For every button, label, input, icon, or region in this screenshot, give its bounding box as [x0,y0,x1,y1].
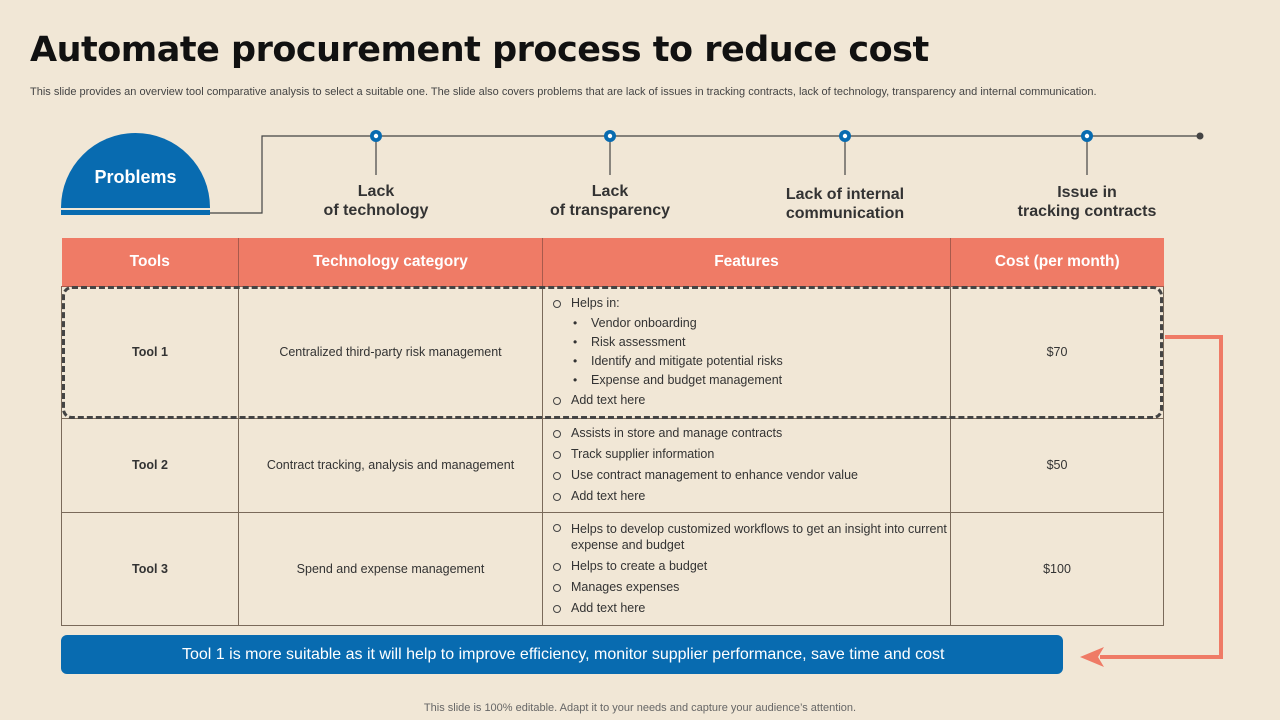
slide-subtitle: This slide provides an overview tool com… [30,86,1097,98]
timeline-marker [1081,130,1093,142]
sub-feature-item: Risk assessment [573,333,950,352]
tool-category: Centralized third-party risk management [238,285,543,419]
feature-item: Add text here [553,486,950,507]
feature-item: Manages expenses [553,577,950,598]
sub-feature-item: Vendor onboarding [573,314,950,333]
tool-cost: $100 [950,511,1164,626]
conclusion-text: Tool 1 is more suitable as it will help … [182,645,945,663]
tool-name: Tool 2 [61,417,239,513]
sub-feature-item: Expense and budget management [573,371,950,390]
tool-category: Contract tracking, analysis and manageme… [238,417,543,513]
timeline-marker [604,130,616,142]
tool-features: Helps to develop customized workflows to… [542,511,951,626]
header-technology-category: Technology category [238,238,543,287]
feature-item: Assists in store and manage contracts [553,423,950,444]
problem-transparency: Lack of transparency [549,183,671,219]
conclusion-banner: Tool 1 is more suitable as it will help … [61,635,1063,674]
timeline-connector [210,135,1200,214]
feature-item: Track supplier information [553,444,950,465]
feature-item: Add text here [553,390,950,411]
feature-item: Helps to develop customized workflows to… [553,519,950,556]
timeline-marker [370,130,382,142]
tools-comparison-table: Tools Technology category Features Cost … [61,238,1164,626]
recommended-tool-highlight [62,286,1163,419]
header-tools: Tools [61,238,239,287]
timeline-end-dot [1196,132,1204,140]
problem-tracking-contracts: Issue in tracking contracts [1017,184,1157,220]
timeline-marker [839,130,851,142]
arrow-head-icon [1080,647,1104,667]
slide-title: Automate procurement process to reduce c… [30,30,929,70]
table-row: Tool 1 Centralized third-party risk mana… [61,285,1164,419]
feature-item: Helps to create a budget [553,556,950,577]
header-cost: Cost (per month) [950,238,1164,287]
sub-feature-item: Identify and mitigate potential risks [573,352,950,371]
problem-internal-communication: Lack of internal communication [785,186,905,222]
tool-name: Tool 3 [61,511,239,626]
feature-item: Add text here [553,598,950,619]
tool-cost: $70 [950,285,1164,419]
feature-item: Helps in: Vendor onboarding Risk assessm… [553,293,950,390]
tool-cost: $50 [950,417,1164,513]
tool-features: Assists in store and manage contracts Tr… [542,417,951,513]
problems-label: Problems [94,167,177,187]
footer-note: This slide is 100% editable. Adapt it to… [423,702,857,714]
header-features: Features [542,238,951,287]
table-header-row: Tools Technology category Features Cost … [61,238,1164,287]
recommendation-arrow [1100,335,1223,659]
table-row: Tool 3 Spend and expense management Help… [61,511,1164,626]
tool-name: Tool 1 [61,285,239,419]
problem-technology: Lack of technology [323,183,429,219]
problems-badge-base [61,210,210,215]
table-row: Tool 2 Contract tracking, analysis and m… [61,417,1164,513]
tool-features: Helps in: Vendor onboarding Risk assessm… [542,285,951,419]
feature-item: Use contract management to enhance vendo… [553,465,950,486]
tool-category: Spend and expense management [238,511,543,626]
